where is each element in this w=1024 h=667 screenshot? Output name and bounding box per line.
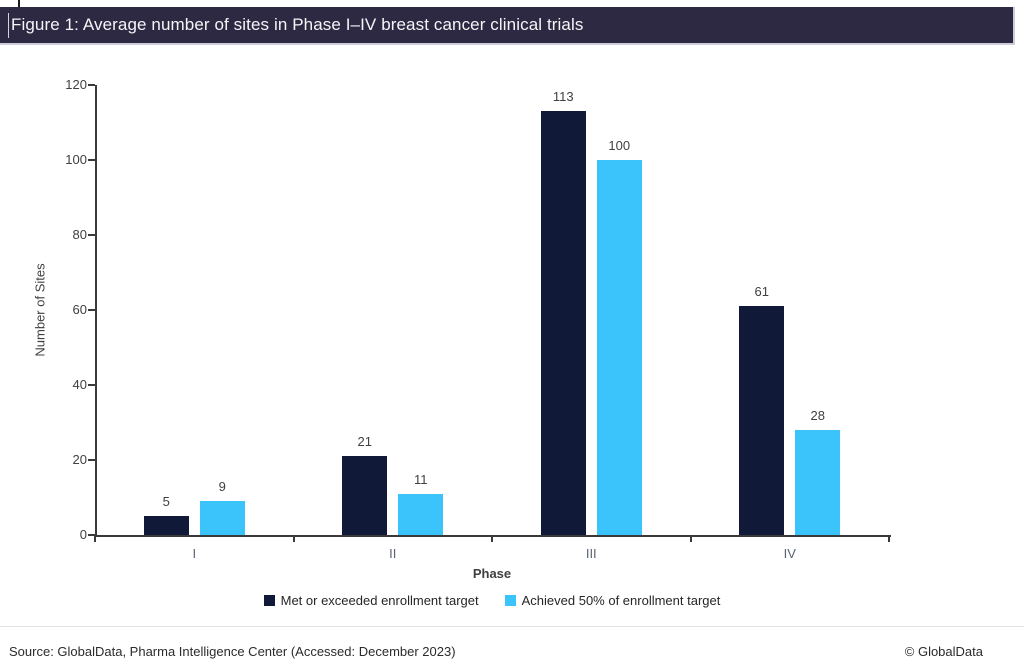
y-tick-mark [88,159,95,161]
y-tick-label: 20 [72,452,87,467]
x-category-label: IV [783,546,796,561]
bar-value-label: 28 [810,408,825,423]
source-note: Source: GlobalData, Pharma Intelligence … [9,644,456,659]
bar-value-label: 61 [754,284,769,300]
page-edge-mark [18,0,20,7]
y-tick-label: 0 [79,527,87,542]
y-tick-mark [88,384,95,386]
legend-label-0: Met or exceeded enrollment target [280,593,479,608]
y-tick-mark [88,459,95,461]
bar-I-series-0 [143,516,189,535]
x-tick-mark [689,536,692,542]
figure-title-bar: Figure 1: Average number of sites in Pha… [0,7,1015,45]
y-tick-mark [88,309,95,311]
legend-swatch-1 [504,595,516,606]
bar-value-label: 9 [218,479,226,495]
figure-title: Figure 1: Average number of sites in Pha… [11,15,584,34]
chart-legend: Met or exceeded enrollment target Achieve… [95,593,889,608]
bar-III-series-1 [596,160,642,535]
bar-II-series-1 [398,493,444,535]
plot-area [95,85,891,537]
text-cursor [8,13,9,38]
legend-swatch-0 [263,595,275,606]
y-tick-label: 60 [72,302,87,317]
footer: Source: GlobalData, Pharma Intelligence … [0,641,1024,667]
copyright-note: © GlobalData [904,644,983,659]
x-tick-mark [94,536,96,542]
footer-divider [0,626,1024,627]
bar-value-label: 11 [414,471,428,487]
y-tick-mark [88,534,95,536]
legend-label-1: Achieved 50% of enrollment target [521,593,721,608]
bar-value-label: 21 [357,434,372,450]
x-tick-mark [292,536,295,542]
y-tick-label: 80 [72,227,87,242]
x-axis-title: Phase [472,566,512,581]
y-tick-label: 100 [65,152,87,167]
bar-value-label: 113 [552,89,574,105]
y-tick-mark [88,84,95,86]
bar-IV-series-0 [739,306,785,535]
bar-I-series-1 [199,501,245,535]
x-tick-mark [491,536,493,542]
y-tick-label: 40 [72,377,87,392]
bar-value-label: 100 [608,138,631,153]
bar-IV-series-1 [795,430,841,535]
x-category-label: I [192,546,197,561]
bar-value-label: 5 [162,494,170,510]
bar-III-series-0 [540,111,586,535]
legend-item-0: Met or exceeded enrollment target [263,593,479,608]
y-axis-title: Number of Sites [32,263,48,357]
y-tick-label: 120 [65,77,87,92]
x-category-label: III [585,546,597,561]
y-tick-mark [88,234,95,236]
x-tick-mark [888,536,890,542]
legend-item-1: Achieved 50% of enrollment target [504,593,721,608]
x-category-label: II [389,546,397,561]
bar-II-series-0 [342,456,388,535]
